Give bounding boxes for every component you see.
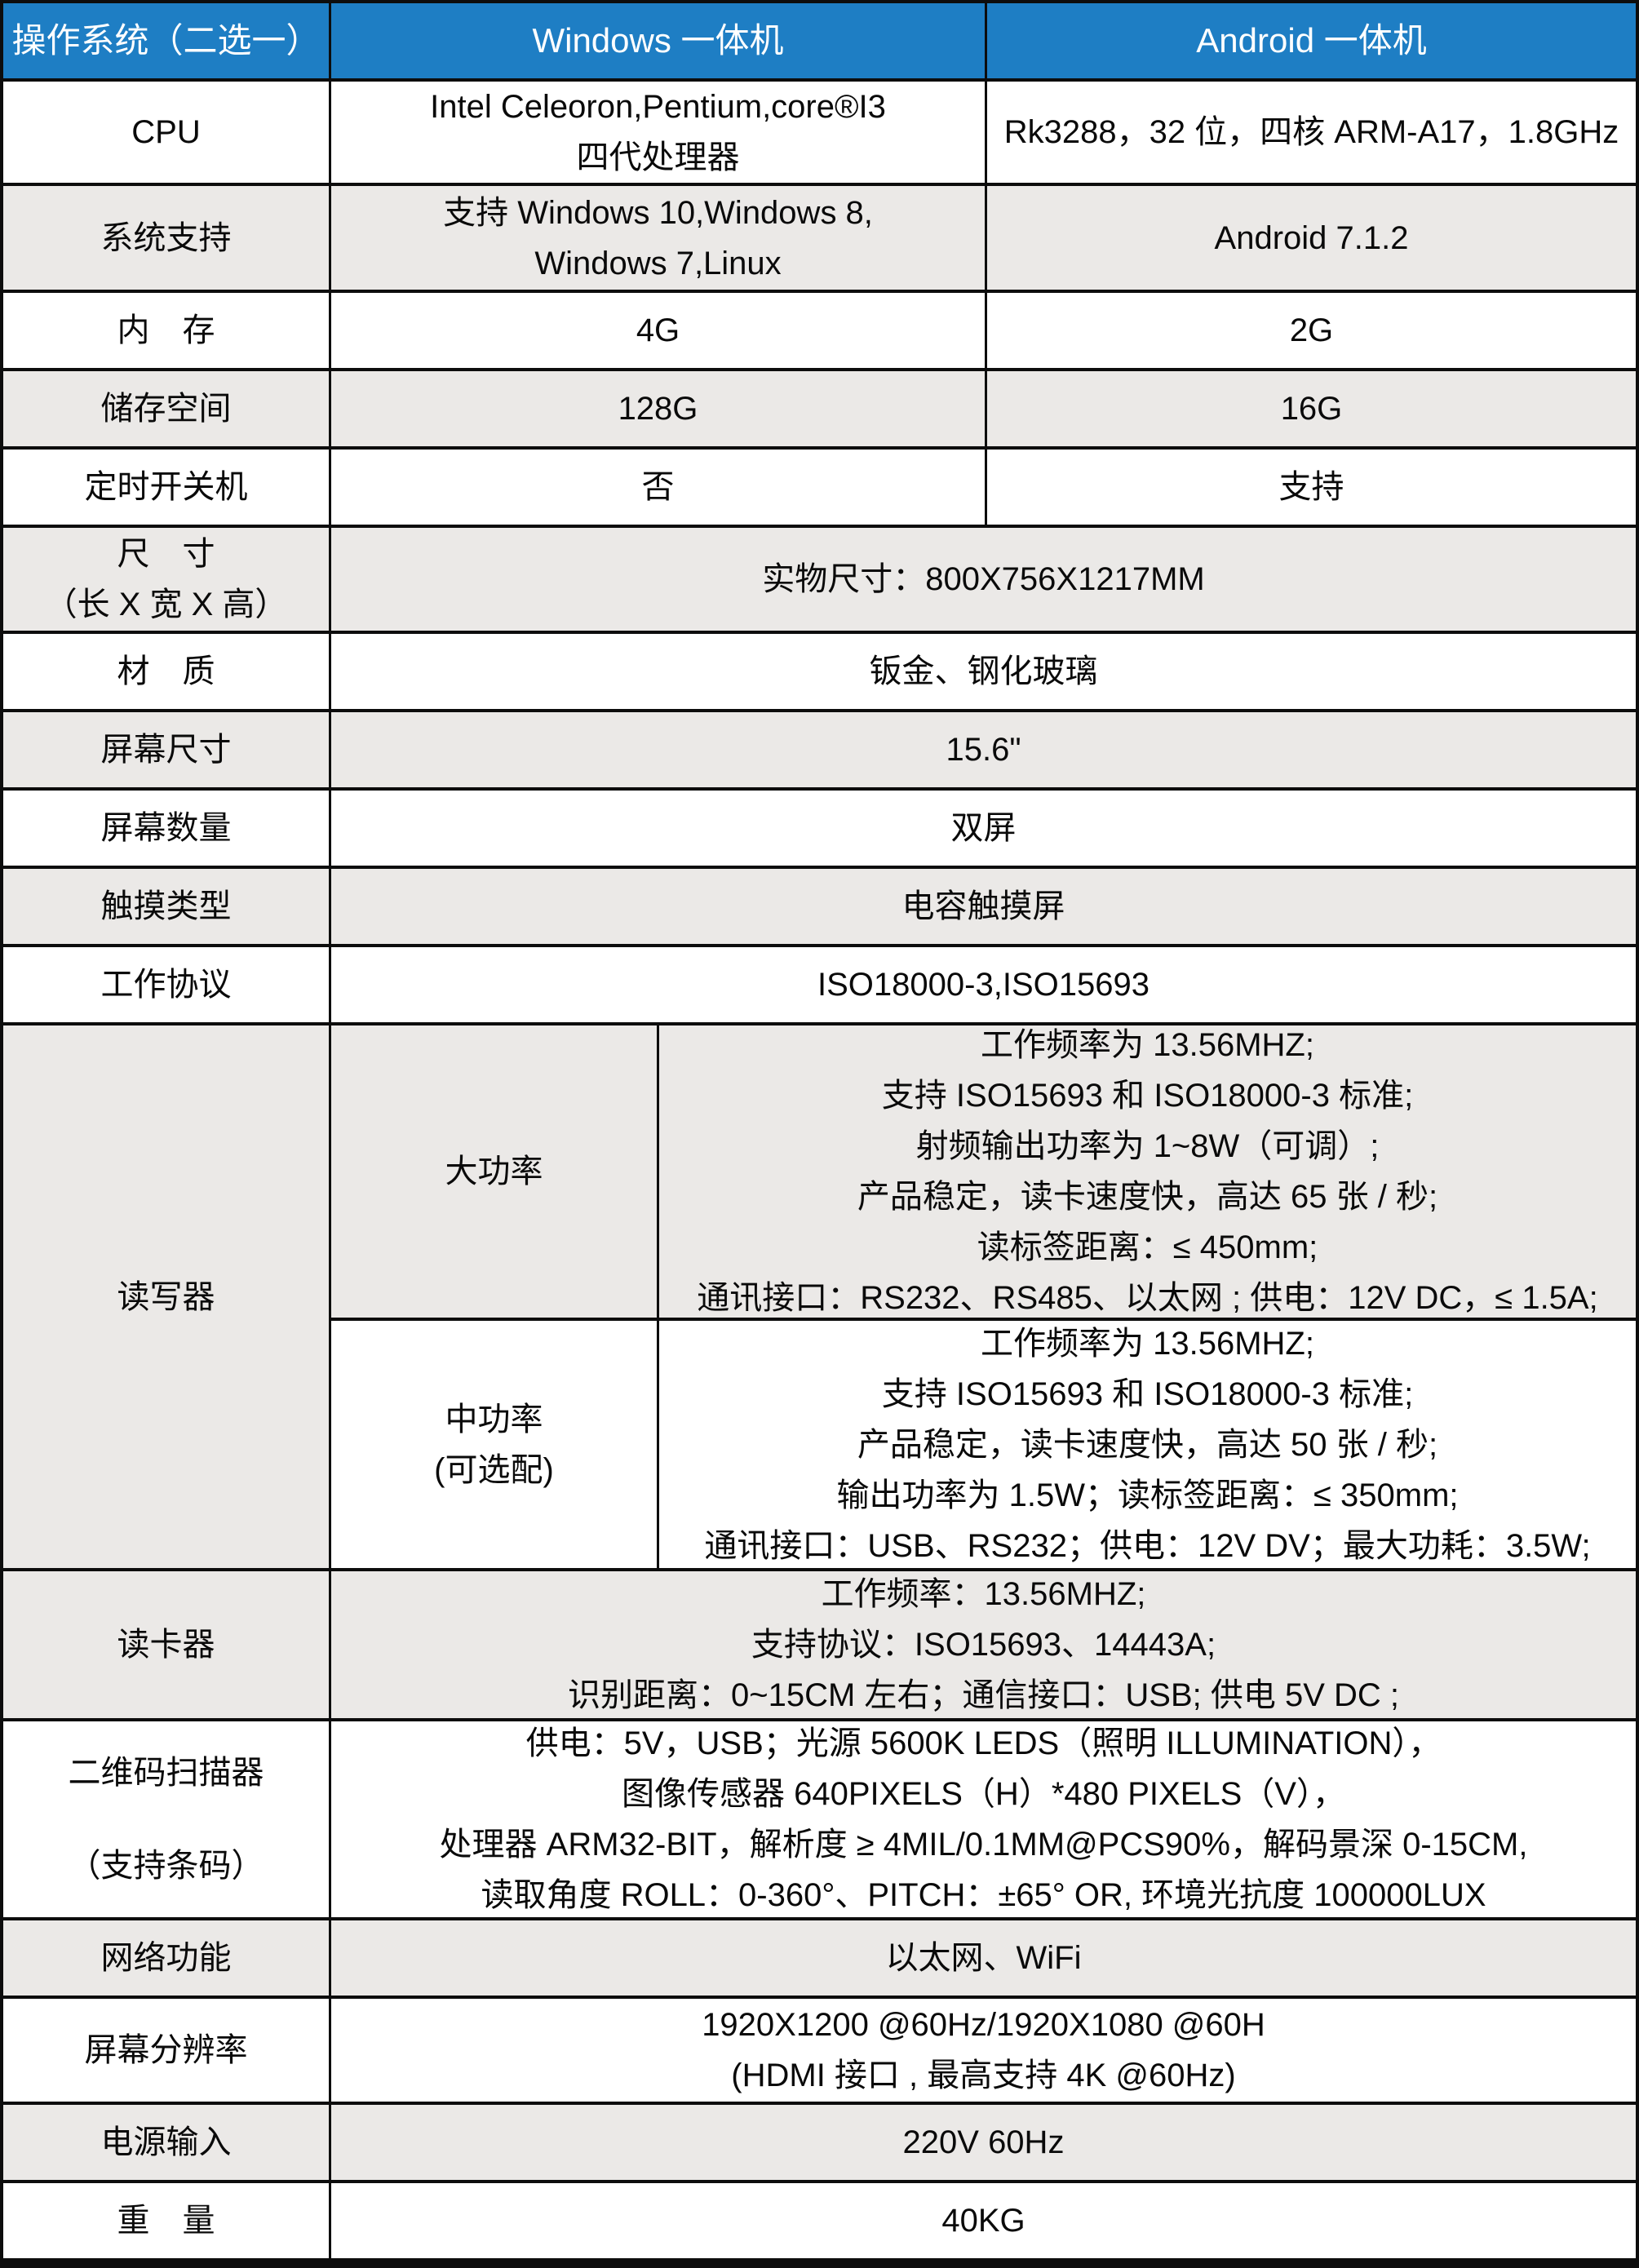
network-value: 以太网、WiFi [331,1920,1636,1996]
resolution-value: 1920X1200 @60Hz/1920X1080 @60H (HDMI 接口 … [331,1999,1636,2102]
card-reader-spec-line: 工作频率：13.56MHZ; [821,1576,1146,1612]
touch-type-value: 电容触摸屏 [331,869,1636,944]
qr-scanner-specs: 供电：5V，USB；光源 5600K LEDS（照明 ILLUMINATION）… [331,1721,1636,1917]
scheduled-power-label: 定时开关机 [3,450,329,525]
card-reader-label: 读卡器 [3,1571,329,1718]
qr-scanner-spec-line: 读取角度 ROLL：0-360°、PITCH：±65° OR, 环境光抗度 10… [481,1877,1486,1913]
storage-android-value: 16G [987,371,1636,446]
header-os-label: 操作系统（二选一） [3,3,329,78]
rfid-mid-power-spec-line: 支持 ISO15693 和 ISO18000-3 标准; [881,1375,1414,1412]
rfid-high-power-spec-line: 读标签距离：≤ 450mm; [977,1229,1318,1265]
cpu-windows-line1: Intel Celeoron,Pentium,core®I3 [430,89,886,125]
memory-android-value: 2G [987,293,1636,368]
material-label: 材 质 [3,634,329,709]
cpu-windows-value: Intel Celeoron,Pentium,core®I3 四代处理器 [331,82,985,183]
os-support-android-value: Android 7.1.2 [987,186,1636,290]
cpu-windows-line2: 四代处理器 [576,140,740,175]
protocol-label: 工作协议 [3,947,329,1022]
qr-scanner-spec-line: 图像传感器 640PIXELS（H）*480 PIXELS（V）， [622,1776,1345,1812]
memory-label: 内 存 [3,293,329,368]
scheduled-power-android-value: 支持 [987,450,1636,525]
storage-windows-value: 128G [331,371,985,446]
dimensions-label-line1: 尺 寸 [117,536,215,572]
rfid-high-power-spec-line: 射频输出功率为 1~8W（可调）; [915,1128,1380,1164]
card-reader-spec-line: 支持协议：ISO15693、14443A; [751,1627,1216,1663]
resolution-value-line1: 1920X1200 @60Hz/1920X1080 @60H [702,2007,1265,2043]
qr-scanner-label: 二维码扫描器 （支持条码） [3,1721,329,1917]
cpu-label: CPU [3,82,329,183]
rfid-high-power-spec-line: 工作频率为 13.56MHZ; [981,1027,1314,1063]
power-input-value: 220V 60Hz [331,2105,1636,2180]
rfid-mid-power-label: 中功率 (可选配) [331,1321,657,1568]
qr-scanner-label-line1: 二维码扫描器 [68,1755,264,1791]
cpu-android-value: Rk3288，32 位，四核 ARM-A17，1.8GHz [987,82,1636,183]
rfid-high-power-label: 大功率 [331,1025,657,1318]
card-reader-spec-line: 识别距离：0~15CM 左右；通信接口：USB; 供电 5V DC ; [567,1677,1400,1713]
os-support-windows-value: 支持 Windows 10,Windows 8, Windows 7,Linux [331,186,985,290]
rfid-high-power-spec-line: 产品稳定，读卡速度快，高达 65 张 / 秒; [857,1179,1438,1215]
resolution-value-line2: (HDMI 接口 , 最高支持 4K @60Hz) [731,2058,1236,2093]
rfid-reader-label: 读写器 [3,1025,329,1568]
touch-type-label: 触摸类型 [3,869,329,944]
dimensions-label: 尺 寸 （长 X 宽 X 高） [3,528,329,631]
rfid-mid-power-spec-line: 产品稳定，读卡速度快，高达 50 张 / 秒; [857,1426,1438,1463]
rfid-high-power-spec-line: 支持 ISO15693 和 ISO18000-3 标准; [881,1078,1414,1114]
rfid-mid-power-label-line2: (可选配) [434,1451,554,1488]
header-windows: Windows 一体机 [331,3,985,78]
rfid-high-power-specs: 工作频率为 13.56MHZ; 支持 ISO15693 和 ISO18000-3… [659,1025,1636,1318]
qr-scanner-spec-line: 供电：5V，USB；光源 5600K LEDS（照明 ILLUMINATION）… [525,1725,1442,1761]
memory-windows-value: 4G [331,293,985,368]
weight-label: 重 量 [3,2183,329,2258]
screen-count-label: 屏幕数量 [3,791,329,866]
qr-scanner-label-line2: （支持条码） [68,1848,264,1884]
rfid-mid-power-spec-line: 通讯接口：USB、RS232；供电：12V DV；最大功耗：3.5W; [704,1527,1591,1564]
screen-size-label: 屏幕尺寸 [3,712,329,787]
storage-label: 储存空间 [3,371,329,446]
resolution-label: 屏幕分辨率 [3,1999,329,2102]
scheduled-power-windows-value: 否 [331,450,985,525]
rfid-mid-power-spec-line: 输出功率为 1.5W；读标签距离：≤ 350mm; [836,1477,1459,1513]
power-input-label: 电源输入 [3,2105,329,2180]
rfid-high-power-spec-line: 通讯接口：RS232、RS485、以太网 ; 供电：12V DC，≤ 1.5A; [697,1280,1598,1316]
rfid-mid-power-specs: 工作频率为 13.56MHZ; 支持 ISO15693 和 ISO18000-3… [659,1321,1636,1568]
weight-value: 40KG [331,2183,1636,2258]
network-label: 网络功能 [3,1920,329,1996]
dimensions-value: 实物尺寸：800X756X1217MM [331,528,1636,631]
rfid-mid-power-label-line1: 中功率 [445,1401,543,1437]
rfid-mid-power-spec-line: 工作频率为 13.56MHZ; [981,1325,1314,1362]
material-value: 钣金、钢化玻璃 [331,634,1636,709]
dimensions-label-line2: （长 X 宽 X 高） [44,587,288,622]
card-reader-specs: 工作频率：13.56MHZ; 支持协议：ISO15693、14443A; 识别距… [331,1571,1636,1718]
protocol-value: ISO18000-3,ISO15693 [331,947,1636,1022]
screen-size-value: 15.6" [331,712,1636,787]
os-support-windows-line1: 支持 Windows 10,Windows 8, [443,194,873,231]
header-android: Android 一体机 [987,3,1636,78]
os-support-label: 系统支持 [3,186,329,290]
qr-scanner-spec-line: 处理器 ARM32-BIT，解析度 ≥ 4MIL/0.1MM@PCS90%，解码… [439,1827,1528,1863]
screen-count-value: 双屏 [331,791,1636,866]
os-support-windows-line2: Windows 7,Linux [534,245,782,281]
